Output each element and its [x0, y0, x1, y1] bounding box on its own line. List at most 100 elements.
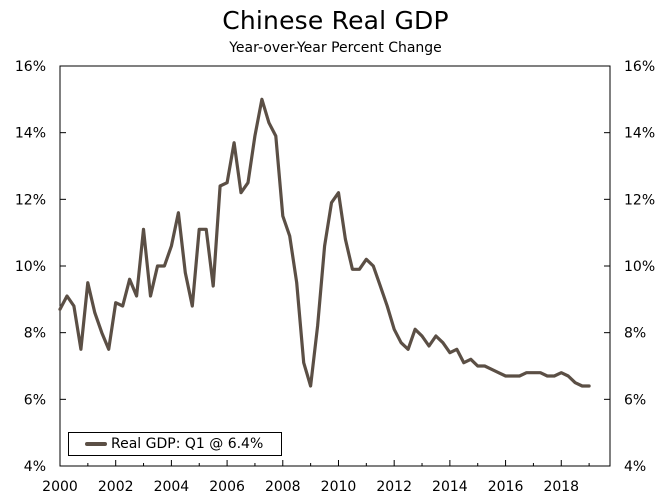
data-point — [93, 311, 97, 314]
data-point — [225, 181, 229, 184]
series-line-real-gdp — [58, 97, 591, 388]
data-point — [205, 228, 208, 231]
data-point — [497, 371, 500, 374]
data-point — [170, 244, 173, 248]
data-point — [323, 244, 326, 248]
data-point — [587, 384, 591, 388]
data-point — [149, 294, 152, 298]
data-point — [267, 121, 271, 124]
x-tick-label: 2008 — [265, 479, 301, 495]
data-point — [525, 371, 528, 374]
legend: Real GDP: Q1 @ 6.4% — [68, 432, 282, 456]
data-point — [546, 374, 549, 378]
data-point — [560, 371, 563, 374]
data-point — [232, 141, 236, 144]
y-left-tick-label: 4% — [24, 459, 46, 475]
x-axis-ticks: 2000 2002 2004 2006 2008 2010 2012 2014 2016 2018 — [42, 460, 590, 495]
x-tick-label: 2002 — [98, 479, 134, 495]
data-point — [337, 191, 340, 194]
y-left-tick-label: 16% — [15, 59, 46, 75]
data-point — [365, 258, 368, 261]
legend-swatch — [85, 442, 107, 446]
data-point — [427, 344, 431, 348]
data-point — [511, 374, 514, 378]
y-axis-right-ticks: 4% 6% 8% 10% 12% 14% 16% — [604, 59, 655, 475]
data-point — [386, 304, 389, 308]
data-point — [86, 281, 90, 284]
x-tick-label: 2018 — [543, 479, 579, 495]
data-point — [281, 214, 284, 218]
data-point — [469, 358, 472, 361]
data-point — [107, 348, 110, 351]
data-point — [184, 271, 187, 274]
data-point — [100, 331, 103, 334]
y-axis-left-ticks: 4% 6% 8% 10% 12% 14% 16% — [15, 59, 66, 475]
y-right-tick-label: 8% — [624, 326, 646, 342]
data-point — [239, 191, 243, 194]
data-point — [142, 228, 145, 231]
x-tick-label: 2010 — [321, 479, 357, 495]
data-point — [128, 278, 131, 281]
y-left-tick-label: 8% — [24, 326, 46, 342]
data-point — [274, 134, 278, 138]
data-point — [65, 294, 69, 298]
data-point — [72, 304, 76, 308]
data-point — [567, 374, 570, 378]
data-point — [156, 264, 159, 268]
data-point — [191, 304, 194, 308]
data-point — [539, 371, 542, 374]
data-point — [253, 134, 257, 138]
chart-title: Chinese Real GDP — [222, 6, 449, 35]
chart-subtitle: Year-over-Year Percent Change — [229, 40, 442, 56]
data-point — [198, 228, 201, 231]
data-point — [420, 334, 424, 338]
data-point — [211, 284, 215, 288]
data-point — [330, 201, 333, 204]
plot-frame — [59, 65, 611, 467]
data-point — [406, 348, 410, 351]
series-layer — [58, 97, 591, 388]
data-point — [490, 368, 493, 371]
data-point — [295, 281, 298, 284]
data-point — [79, 348, 83, 351]
y-right-tick-label: 12% — [624, 192, 655, 208]
data-point — [121, 304, 124, 308]
data-point — [455, 348, 459, 351]
data-point — [351, 268, 354, 271]
x-tick-label: 2004 — [154, 479, 190, 495]
data-point — [302, 361, 305, 364]
y-right-tick-label: 10% — [624, 259, 655, 275]
legend-label: Real GDP: Q1 @ 6.4% — [111, 436, 264, 452]
data-point — [218, 184, 222, 188]
y-right-tick-label: 4% — [624, 459, 646, 475]
x-tick-label: 2012 — [376, 479, 412, 495]
data-point — [392, 328, 396, 331]
data-point — [344, 238, 347, 241]
x-tick-label: 2006 — [209, 479, 245, 495]
data-point — [573, 381, 577, 384]
data-point — [58, 308, 62, 311]
y-left-tick-label: 14% — [15, 126, 46, 142]
data-point — [476, 364, 479, 368]
data-point — [483, 364, 486, 368]
data-point — [553, 374, 556, 378]
x-tick-label: 2016 — [488, 479, 524, 495]
x-tick-label: 2014 — [432, 479, 468, 495]
data-point — [260, 98, 264, 101]
data-point — [135, 294, 138, 298]
data-point — [288, 234, 291, 238]
data-point — [462, 361, 465, 364]
data-point — [580, 384, 584, 388]
data-point — [114, 301, 117, 304]
y-left-tick-label: 6% — [24, 392, 46, 408]
data-point — [358, 268, 361, 271]
data-point — [448, 351, 452, 354]
y-right-tick-label: 6% — [624, 392, 646, 408]
data-point — [532, 371, 535, 374]
data-point — [504, 374, 507, 378]
data-point — [434, 334, 438, 338]
data-point — [441, 341, 445, 344]
data-point — [379, 284, 382, 288]
y-right-tick-label: 14% — [624, 126, 655, 142]
